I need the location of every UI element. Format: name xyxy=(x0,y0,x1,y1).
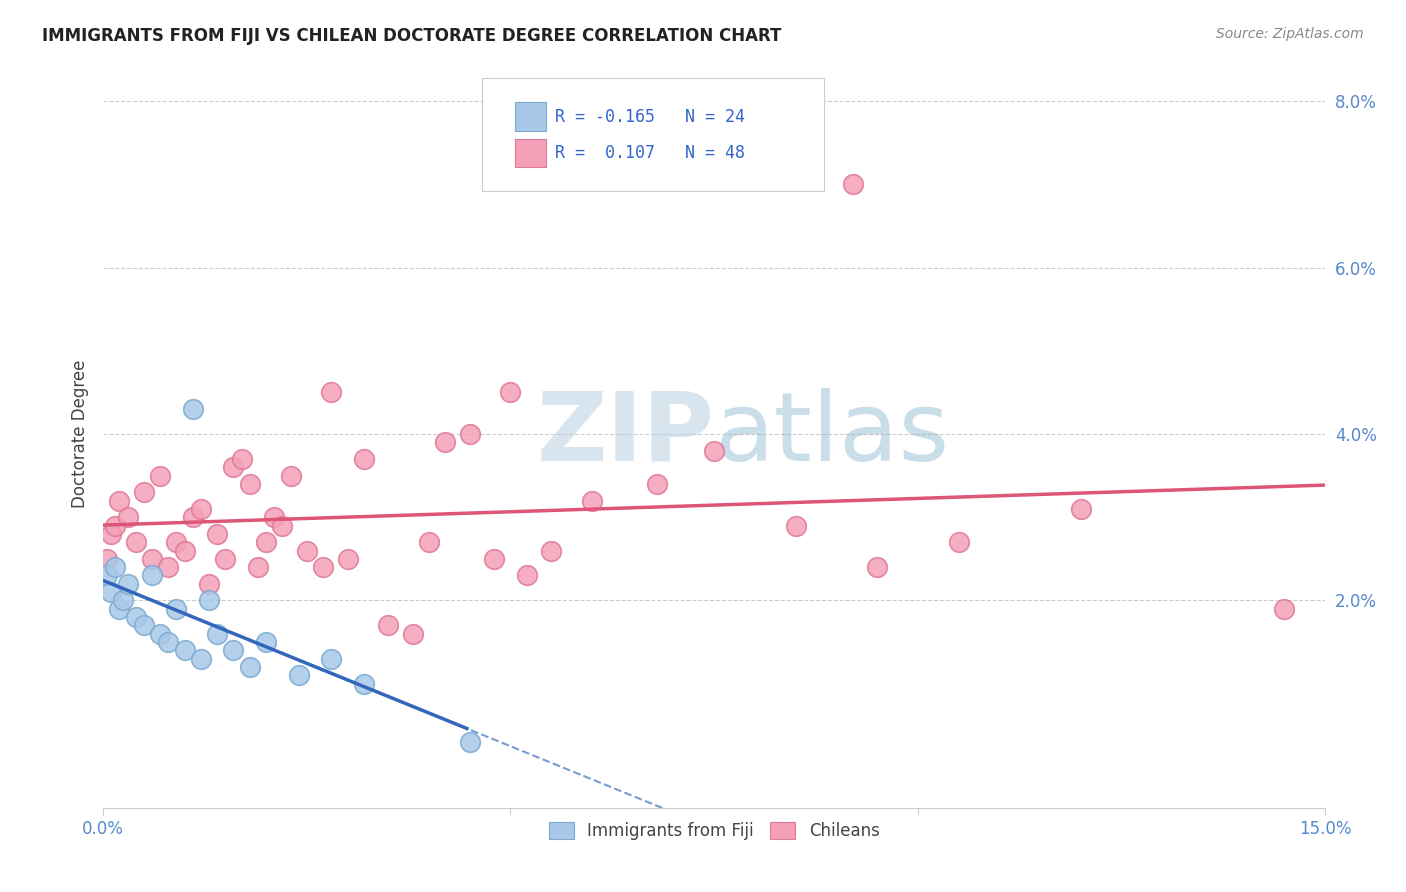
Legend: Immigrants from Fiji, Chileans: Immigrants from Fiji, Chileans xyxy=(544,817,884,845)
Point xyxy=(321,385,343,400)
Point xyxy=(173,543,195,558)
Point xyxy=(166,601,188,615)
Text: R =  0.107   N = 48: R = 0.107 N = 48 xyxy=(555,145,745,162)
Y-axis label: Doctorate Degree: Doctorate Degree xyxy=(72,359,89,508)
Point xyxy=(108,601,131,615)
Point xyxy=(321,651,343,665)
Point xyxy=(841,178,863,192)
Point xyxy=(117,510,139,524)
Point xyxy=(198,593,221,607)
Point xyxy=(112,593,135,607)
Point xyxy=(141,568,163,582)
Text: Source: ZipAtlas.com: Source: ZipAtlas.com xyxy=(1216,27,1364,41)
Point xyxy=(948,535,970,549)
Point xyxy=(125,610,148,624)
Point xyxy=(157,635,180,649)
Point xyxy=(125,535,148,549)
Point xyxy=(198,576,221,591)
Point xyxy=(434,435,457,450)
Point xyxy=(263,510,285,524)
Point xyxy=(214,551,236,566)
Point xyxy=(287,668,309,682)
Point xyxy=(104,560,127,574)
Point xyxy=(377,618,399,632)
Point xyxy=(482,551,505,566)
Point xyxy=(181,510,204,524)
Point xyxy=(100,527,122,541)
Text: atlas: atlas xyxy=(714,387,949,481)
Point xyxy=(312,560,335,574)
Point xyxy=(418,535,440,549)
Point xyxy=(100,585,122,599)
Text: R = -0.165   N = 24: R = -0.165 N = 24 xyxy=(555,108,745,126)
Point xyxy=(96,551,118,566)
Point xyxy=(190,502,212,516)
FancyBboxPatch shape xyxy=(515,103,546,131)
Point xyxy=(205,527,228,541)
Point xyxy=(231,452,253,467)
Point xyxy=(1274,601,1296,615)
Point xyxy=(280,468,302,483)
Point xyxy=(516,568,538,582)
Point xyxy=(239,477,262,491)
Point xyxy=(157,560,180,574)
Point xyxy=(149,468,172,483)
Point xyxy=(132,618,155,632)
Point xyxy=(499,385,522,400)
Point xyxy=(141,551,163,566)
Point xyxy=(458,427,481,442)
Point xyxy=(132,485,155,500)
Point xyxy=(96,568,118,582)
Point xyxy=(190,651,212,665)
Point xyxy=(246,560,269,574)
Point xyxy=(108,493,131,508)
Point xyxy=(222,643,245,657)
Point xyxy=(458,735,481,749)
Point xyxy=(239,660,262,674)
Point xyxy=(295,543,318,558)
Point xyxy=(402,626,425,640)
Text: IMMIGRANTS FROM FIJI VS CHILEAN DOCTORATE DEGREE CORRELATION CHART: IMMIGRANTS FROM FIJI VS CHILEAN DOCTORAT… xyxy=(42,27,782,45)
Point xyxy=(785,518,807,533)
Point xyxy=(181,402,204,417)
Point xyxy=(173,643,195,657)
Point xyxy=(353,676,375,690)
Point xyxy=(117,576,139,591)
Point xyxy=(254,635,277,649)
Point xyxy=(336,551,359,566)
Point xyxy=(1070,502,1092,516)
FancyBboxPatch shape xyxy=(482,78,824,191)
Point xyxy=(254,535,277,549)
FancyBboxPatch shape xyxy=(515,139,546,168)
Point xyxy=(205,626,228,640)
Text: ZIP: ZIP xyxy=(536,387,714,481)
Point xyxy=(540,543,562,558)
Point xyxy=(703,443,725,458)
Point xyxy=(104,518,127,533)
Point xyxy=(166,535,188,549)
Point xyxy=(645,477,668,491)
Point xyxy=(271,518,294,533)
Point xyxy=(353,452,375,467)
Point xyxy=(866,560,889,574)
Point xyxy=(149,626,172,640)
Point xyxy=(222,460,245,475)
Point xyxy=(581,493,603,508)
